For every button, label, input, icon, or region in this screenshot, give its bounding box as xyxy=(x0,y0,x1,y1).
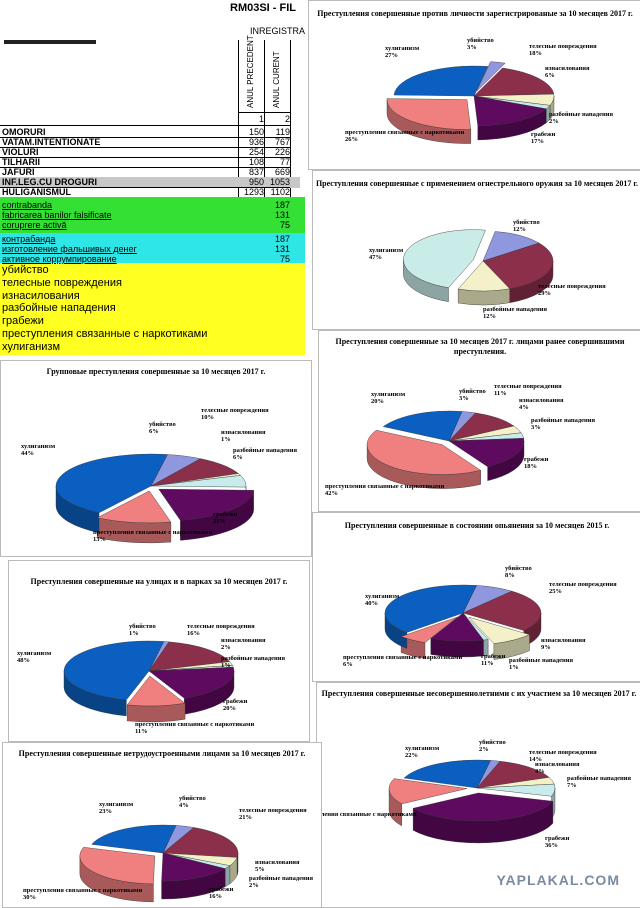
pie-label: грабежи 21% xyxy=(213,511,237,525)
chart-street: Преступления совершенные на улицах и в п… xyxy=(8,560,310,742)
pie-svg xyxy=(9,561,309,741)
pie-label: хулиганизм 27% xyxy=(385,45,419,59)
pie-label: разбойные нападения 2% xyxy=(249,875,313,889)
pie-label: хулиганизм 22% xyxy=(405,745,439,759)
pie-slice-side xyxy=(225,866,230,887)
pie-label: преступления связанные с наркотиками 30% xyxy=(23,887,142,901)
pie-label: телесные повреждения 25% xyxy=(549,581,617,595)
chart-drunk: Преступления совершенные в состоянии опь… xyxy=(312,512,640,682)
pie-label: изнасилования 2% xyxy=(221,637,265,651)
pie-label: телесные повреждения 21% xyxy=(239,807,307,821)
pie-label: хулиганизм 48% xyxy=(17,650,51,664)
pie-label: телесные повреждения 11% xyxy=(494,383,562,397)
pie-label: разбойные нападения 3% xyxy=(531,417,595,431)
pie-slice xyxy=(92,825,176,853)
pie-label: убийство 1% xyxy=(129,623,156,637)
pie-label: убийство 4% xyxy=(179,795,206,809)
col-current-year: ANUL CURENT xyxy=(272,51,281,108)
pie-label: убийство 2% xyxy=(479,739,506,753)
pie-label: преступления связанные с наркотиками 6% xyxy=(343,654,462,668)
chart-person: Преступления совершенные против личности… xyxy=(308,0,640,170)
pie-label: разбойные нападения 1% xyxy=(509,657,573,671)
pie-label: хулиганизм 44% xyxy=(21,443,55,457)
pie-label: изнасилования 6% xyxy=(545,65,589,79)
pie-label: разбойные нападения 12% xyxy=(483,306,547,320)
sheet-subtitle: INREGISTRA xyxy=(250,26,305,36)
pie-label: убийство 6% xyxy=(149,421,176,435)
band-value: 75 xyxy=(266,254,290,265)
pie-label: телесные повреждения 29% xyxy=(538,283,606,297)
pie-label: грабежи 36% xyxy=(545,835,569,849)
pie-label: грабежи 16% xyxy=(209,886,233,900)
yellow-row: изнасилования xyxy=(2,290,80,302)
redacted-header xyxy=(4,40,96,44)
yellow-row: убийство xyxy=(2,264,49,276)
pie-label: убийство 12% xyxy=(513,219,540,233)
pie-label: грабежи 18% xyxy=(524,456,548,470)
pie-label: изнасилования 4% xyxy=(519,397,563,411)
pie-label: разбойные нападения 2% xyxy=(549,111,613,125)
pie-label: телесные повреждения 10% xyxy=(201,407,269,421)
pie-label: грабежи 17% xyxy=(531,131,555,145)
pie-label: хулиганизм 47% xyxy=(369,247,403,261)
yellow-row: преступления связанные с наркотиками xyxy=(2,328,207,340)
spreadsheet: RM03SI - FIL INREGISTRA ANUL PRECEDENT A… xyxy=(0,0,310,355)
watermark: YAPLAKAL.COM xyxy=(497,872,621,888)
pie-label: хулиганизм 23% xyxy=(99,801,133,815)
pie-label: грабежи 20% xyxy=(223,698,247,712)
pie-label: пления связанные с наркотиками xyxy=(317,811,417,818)
pie-label: изнасилования 9% xyxy=(541,637,585,651)
pie-label: хулиганизм 40% xyxy=(365,593,399,607)
pie-label: убийство 3% xyxy=(459,388,486,402)
band-label: coruprere activă xyxy=(2,220,67,231)
pie-label: хулиганизм 20% xyxy=(371,391,405,405)
pie-label: преступления связанные с наркотиками 13% xyxy=(93,529,212,543)
pie-label: преступления связанные с наркотиками 11% xyxy=(135,721,254,735)
pie-label: убийство 8% xyxy=(505,565,532,579)
yellow-row: грабежи xyxy=(2,315,44,327)
col-prev-year: ANUL PRECEDENT xyxy=(246,35,255,108)
pie-label: грабежи 11% xyxy=(481,653,505,667)
band-value: 75 xyxy=(266,220,290,231)
yellow-row: телесные повреждения xyxy=(2,277,122,289)
pie-label: разбойные нападения 1% xyxy=(221,655,285,669)
chart-repeat: Преступления совершенные за 10 месяцев 2… xyxy=(318,330,640,512)
pie-label: убийство 3% xyxy=(467,37,494,51)
pie-svg xyxy=(313,171,640,329)
pie-label: телесные повреждения 16% xyxy=(187,623,255,637)
chart-firearm: Преступления совершенные с применением о… xyxy=(312,170,640,330)
pie-label: изнасилования 1% xyxy=(221,429,265,443)
pie-label: разбойные нападения 6% xyxy=(233,447,297,461)
chart-group: Групповые преступления совершенные за 10… xyxy=(0,360,312,557)
pie-label: преступления связанные с наркотиками 42% xyxy=(325,483,444,497)
band-row: coruprere activă 75 xyxy=(0,220,305,231)
pie-label: преступления связанные с наркотиками 26% xyxy=(345,129,464,143)
chart-unemployed: Преступления совершенные нетрудоустроенн… xyxy=(2,742,322,908)
pie-label: разбойные нападения 7% xyxy=(567,775,631,789)
yellow-row: разбойные нападения xyxy=(2,302,116,314)
pie-svg xyxy=(309,1,640,169)
pie-label: изнасилования 4% xyxy=(535,761,579,775)
yellow-row: хулиганизм xyxy=(2,341,60,353)
sheet-title: RM03SI - FIL xyxy=(230,2,296,14)
pie-label: изнасилования 5% xyxy=(255,859,299,873)
pie-label: телесные повреждения 18% xyxy=(529,43,597,57)
pie-slice xyxy=(394,66,488,96)
